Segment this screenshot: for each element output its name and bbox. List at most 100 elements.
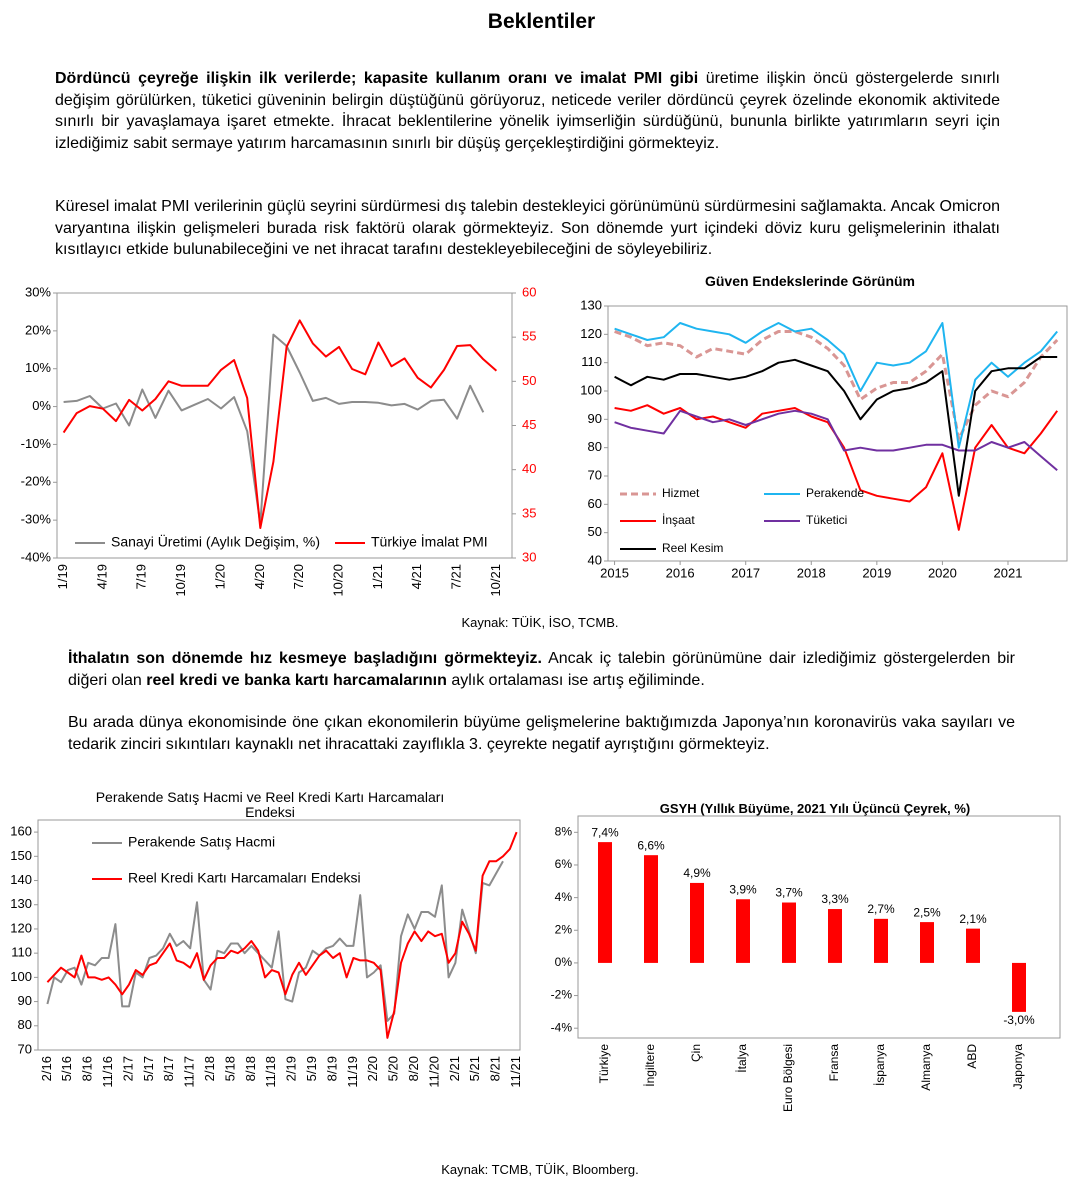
y2-tick-label: 50	[522, 373, 536, 388]
series-line	[614, 322, 1058, 449]
y-tick-label: 130	[10, 896, 32, 911]
series-line	[63, 333, 485, 525]
chart-title: Güven Endekslerinde Görünüm	[704, 273, 916, 289]
text-run: reel kredi ve banka kartı harcamalarının	[146, 671, 447, 689]
plot-frame	[577, 815, 1061, 1039]
y-tick-label: 100	[10, 969, 32, 984]
x-tick-label: 10/21	[488, 564, 503, 597]
value-label: 2,5%	[913, 905, 941, 919]
text-run: üretime ilişkin öncü göstergelerde sınır…	[55, 70, 1000, 153]
series-line	[614, 356, 1058, 497]
series-line	[614, 330, 1059, 441]
value-label: 2,1%	[959, 912, 987, 926]
x-tick-label: 2016	[666, 565, 695, 580]
y-tick-label: 160	[10, 824, 32, 839]
bar	[828, 909, 842, 963]
y-tick-label: 0%	[32, 398, 51, 413]
bar	[644, 855, 658, 963]
text-run: aylık ortalaması ise artış eğiliminde.	[446, 671, 705, 689]
x-tick-label: 2021	[994, 565, 1023, 580]
x-tick-label: 1/20	[212, 564, 227, 589]
series-line	[614, 404, 1059, 531]
x-tick-label: 8/20	[406, 1056, 421, 1081]
source-note: Kaynak: TÜİK, İSO, TCMB.	[461, 615, 619, 630]
y-tick-label: 0%	[555, 955, 573, 969]
plot-frame	[56, 292, 513, 559]
x-tick-label: 11/16	[100, 1056, 115, 1088]
y-tick-label: 2%	[555, 922, 573, 936]
text-run: Bu arada dünya ekonomisinde öne çıkan ek…	[68, 714, 1015, 753]
x-tick-label: 2/18	[202, 1056, 217, 1081]
x-tick-label: 7/20	[291, 564, 306, 589]
x-tick-label: 2020	[928, 565, 957, 580]
y2-tick-label: 45	[522, 417, 536, 432]
x-tick-label: 4/20	[252, 564, 267, 589]
x-tick-label: 8/16	[80, 1056, 95, 1081]
bar	[966, 928, 980, 963]
x-tick-label: 2/20	[365, 1056, 380, 1081]
x-tick-label: 8/18	[243, 1056, 258, 1081]
y2-tick-label: 60	[522, 284, 536, 299]
y-tick-label: 120	[10, 920, 32, 935]
series-line	[62, 319, 498, 529]
bar	[874, 918, 888, 963]
value-label: 4,9%	[683, 866, 711, 880]
y-tick-label: 150	[10, 848, 32, 863]
text-run: Küresel imalat PMI verilerinin güçlü sey…	[55, 198, 1000, 259]
x-tick-label: 10/19	[173, 564, 188, 597]
plot-frame	[607, 305, 1068, 562]
x-tick-label: 2019	[862, 565, 891, 580]
x-tick-label: 4/19	[94, 564, 109, 589]
series-line	[46, 860, 504, 1022]
y-tick-label: 60	[588, 496, 602, 511]
bar	[1012, 962, 1026, 1012]
value-label: 7,4%	[591, 825, 619, 839]
y-tick-label: 120	[580, 326, 602, 341]
y-tick-label: 4%	[555, 890, 573, 904]
source-note: Kaynak: TCMB, TÜİK, Bloomberg.	[441, 1162, 639, 1177]
y-tick-label: -40%	[21, 549, 52, 564]
paragraph: İthalatın son dönemde hız kesmeye başlad…	[68, 648, 1015, 691]
plot-frame	[37, 819, 521, 1051]
bar	[598, 842, 612, 963]
y-tick-label: 90	[18, 993, 32, 1008]
y-tick-label: 110	[581, 354, 602, 369]
x-tick-label: Japonya	[1011, 1044, 1025, 1090]
x-tick-label: Almanya	[919, 1044, 933, 1091]
y2-tick-label: 30	[522, 549, 536, 564]
y-tick-label: 70	[18, 1041, 32, 1056]
x-tick-label: Fransa	[827, 1044, 841, 1082]
y-tick-label: -4%	[551, 1020, 573, 1034]
paragraph: Küresel imalat PMI verilerinin güçlü sey…	[55, 196, 1000, 261]
value-label: 2,7%	[867, 902, 895, 916]
x-tick-label: 10/20	[330, 564, 345, 597]
y-tick-label: 140	[10, 872, 32, 887]
x-tick-label: 5/17	[141, 1056, 156, 1081]
x-tick-label: 1/19	[55, 564, 70, 589]
value-label: 3,9%	[729, 882, 757, 896]
x-tick-label: 4/21	[409, 564, 424, 589]
x-tick-label: 2015	[600, 565, 629, 580]
x-tick-label: İspanya	[873, 1044, 887, 1086]
x-tick-label: 8/19	[324, 1056, 339, 1081]
y2-tick-label: 55	[522, 329, 536, 344]
y-tick-label: 130	[580, 297, 602, 312]
legend-label: Sanayi Üretimi (Aylık Değişim, %)	[111, 533, 320, 550]
legend-label: Tüketici	[806, 513, 847, 527]
y2-tick-label: 35	[522, 505, 536, 520]
value-label: -3,0%	[1003, 1013, 1035, 1027]
chart-title: GSYH (Yıllık Büyüme, 2021 Yılı Üçüncü Çe…	[659, 801, 971, 816]
value-label: 6,6%	[637, 838, 665, 852]
text-run: İthalatın son dönemde hız kesmeye başlad…	[68, 650, 543, 667]
x-tick-label: 8/17	[161, 1056, 176, 1081]
x-tick-label: 2/16	[39, 1056, 54, 1081]
y-tick-label: 80	[18, 1017, 32, 1032]
x-tick-label: 7/19	[134, 564, 149, 589]
x-tick-label: İngiltere	[643, 1044, 657, 1087]
y-tick-label: 20%	[25, 322, 51, 337]
x-tick-label: Euro Bölgesi	[781, 1044, 795, 1112]
legend-label: Perakende Satış Hacmi	[128, 834, 275, 850]
y-tick-label: 10%	[25, 360, 51, 375]
